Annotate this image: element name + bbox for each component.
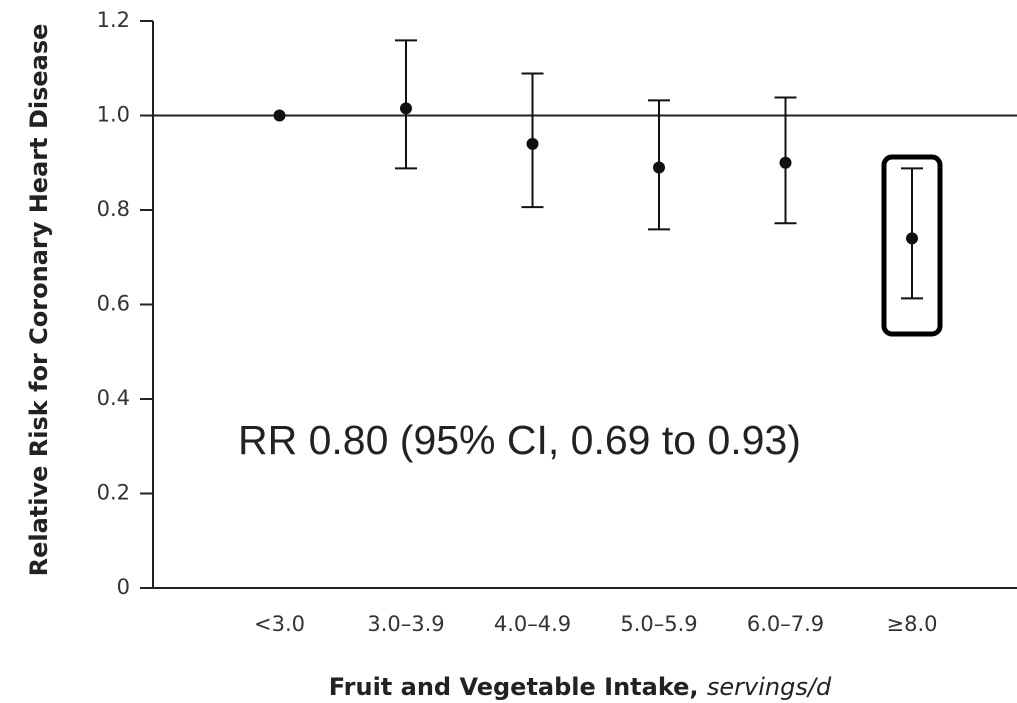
point [779, 156, 792, 169]
annotation: RR 0.80 (95% CI, 0.69 to 0.93) [238, 417, 801, 463]
x-tick-label: 4.0–4.9 [494, 612, 571, 636]
point [400, 102, 412, 115]
x-tick-label: 6.0–7.9 [747, 612, 824, 636]
y-tick-label: 0.6 [97, 292, 130, 316]
x-axis-label-text: Fruit and Vegetable Intake, [329, 673, 699, 701]
x-tick-label: 3.0–3.9 [367, 612, 444, 636]
y-tick-label: 0.8 [97, 197, 130, 221]
y-axis-label: Relative Risk for Coronary Heart Disease [25, 24, 53, 577]
x-tick-label: 5.0–5.9 [620, 612, 697, 636]
point [906, 232, 918, 245]
point [653, 161, 665, 174]
y-tick-label: 0.2 [97, 481, 130, 505]
point [526, 137, 539, 150]
point [273, 109, 286, 122]
highlight-box [881, 154, 943, 337]
x-tick-label: <3.0 [254, 612, 305, 636]
y-tick-label: 1.0 [97, 103, 130, 127]
y-tick-label: 0.4 [97, 386, 130, 410]
x-axis-label: Fruit and Vegetable Intake, servings/d [329, 673, 832, 701]
y-tick-label: 1.2 [97, 8, 130, 32]
y-tick-label: 0 [117, 575, 130, 599]
x-tick-label: ≥8.0 [887, 612, 938, 636]
x-axis-unit: servings/d [707, 673, 832, 701]
